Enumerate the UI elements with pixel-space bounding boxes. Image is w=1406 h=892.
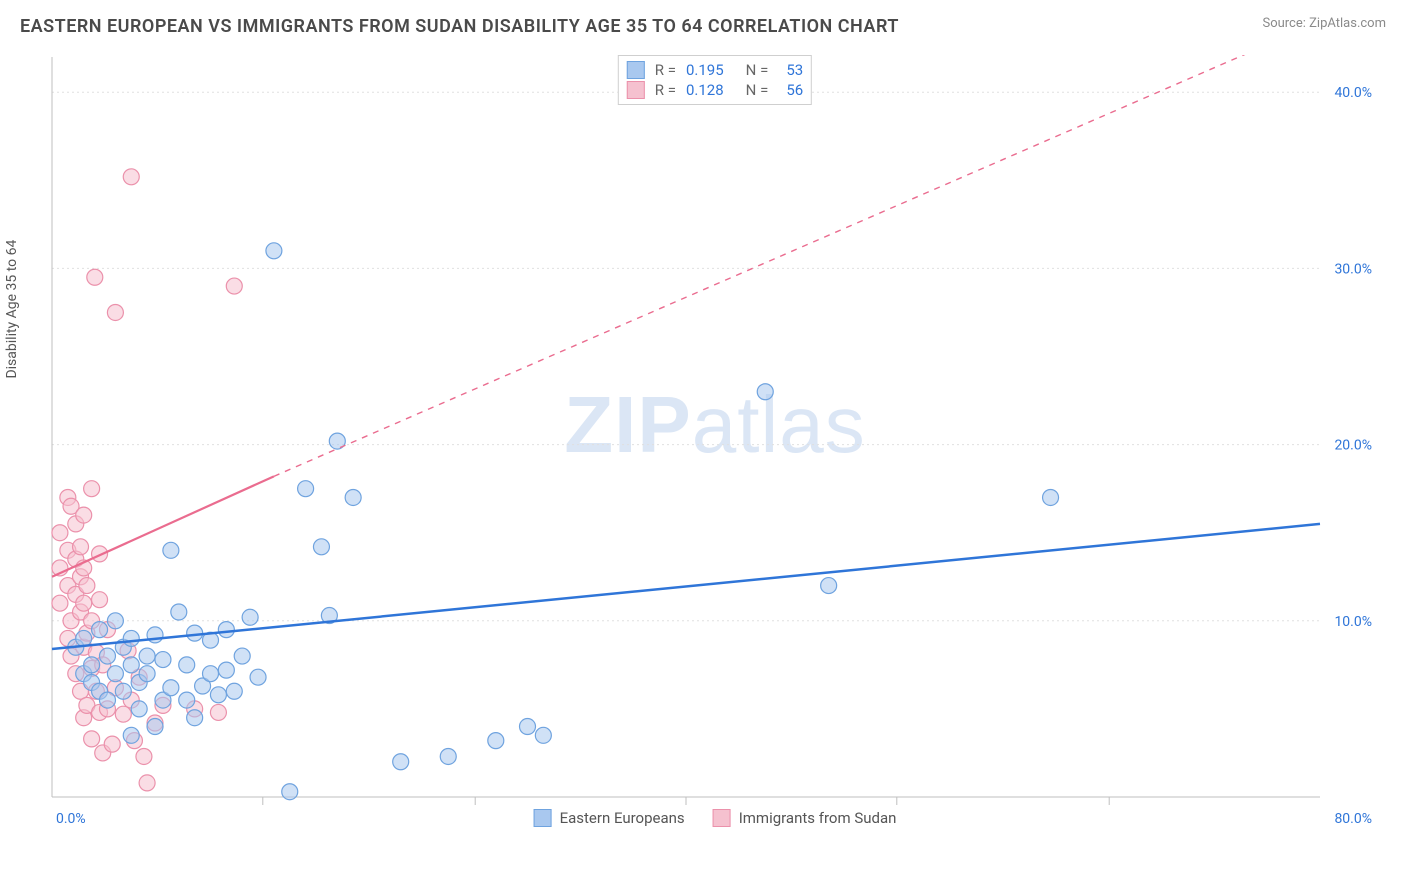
n-label: N = xyxy=(746,61,769,79)
y-axis-label: Disability Age 35 to 64 xyxy=(4,240,20,379)
legend-item: Eastern Europeans xyxy=(534,809,685,827)
scatter-plot: 10.0% 20.0% 30.0% 40.0% 0.0% 80.0% xyxy=(50,55,1380,825)
n-value: 53 xyxy=(786,61,803,79)
legend-item: Immigrants from Sudan xyxy=(713,809,897,827)
legend-label: Immigrants from Sudan xyxy=(739,809,897,827)
svg-text:0.0%: 0.0% xyxy=(56,811,86,825)
n-value: 56 xyxy=(786,81,803,99)
svg-text:30.0%: 30.0% xyxy=(1334,261,1372,277)
stats-row: R = 0.195 N = 53 xyxy=(627,60,803,80)
stats-row: R = 0.128 N = 56 xyxy=(627,80,803,100)
legend-swatch xyxy=(627,61,645,79)
svg-text:40.0%: 40.0% xyxy=(1334,85,1372,101)
svg-text:80.0%: 80.0% xyxy=(1334,811,1372,825)
r-value: 0.128 xyxy=(686,81,724,99)
legend-label: Eastern Europeans xyxy=(560,809,685,827)
chart-title: EASTERN EUROPEAN VS IMMIGRANTS FROM SUDA… xyxy=(20,16,899,37)
chart-source: Source: ZipAtlas.com xyxy=(1262,16,1386,31)
r-label: R = xyxy=(655,61,676,79)
series-legend: Eastern Europeans Immigrants from Sudan xyxy=(534,809,897,827)
r-label: R = xyxy=(655,81,676,99)
r-value: 0.195 xyxy=(686,61,724,79)
legend-swatch xyxy=(534,809,552,827)
n-label: N = xyxy=(746,81,769,99)
svg-text:20.0%: 20.0% xyxy=(1334,438,1372,454)
legend-swatch xyxy=(627,81,645,99)
chart-area: Disability Age 35 to 64 ZIPatlas 10.0%20… xyxy=(50,55,1380,825)
stats-legend: R = 0.195 N = 53 R = 0.128 N = 56 xyxy=(618,55,812,105)
svg-text:10.0%: 10.0% xyxy=(1334,614,1372,630)
legend-swatch xyxy=(713,809,731,827)
